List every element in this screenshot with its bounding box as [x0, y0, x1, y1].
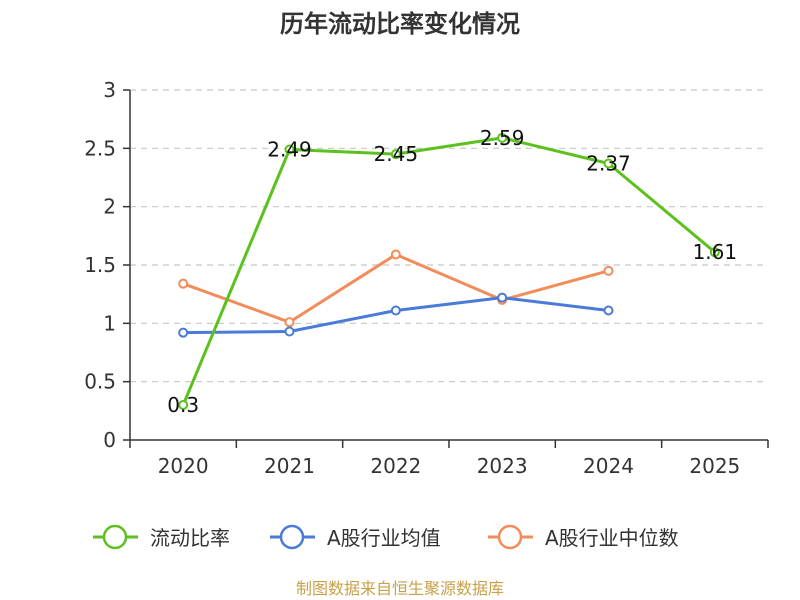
data-point	[284, 317, 295, 328]
legend-label: 流动比率	[150, 526, 230, 550]
data-point	[603, 265, 614, 276]
legend-label: A股行业中位数	[545, 526, 679, 550]
data-point	[178, 327, 189, 338]
y-tick-label: 0.5	[84, 370, 116, 394]
axes: 0 0.5 1 1.5 2 2.5 3 2020 2021 2022 2023 2024 2025	[84, 78, 769, 478]
x-tick-label: 2023	[477, 454, 528, 478]
x-tick-label: 2020	[158, 454, 209, 478]
data-point	[603, 158, 614, 169]
data-labels: 0.3 2.49 2.45 2.59 2.37 1.61	[167, 126, 737, 417]
data-point	[178, 400, 189, 410]
data-label: 2.49	[267, 138, 312, 162]
data-point	[603, 305, 614, 316]
data-label: 0.3	[167, 393, 199, 417]
y-tick-label: 0	[103, 428, 116, 452]
data-point	[178, 278, 189, 289]
x-tick-label: 2024	[583, 454, 634, 478]
series-line-0	[181, 136, 716, 406]
y-tick-label: 1.5	[84, 253, 116, 277]
chart-title: 历年流动比率变化情况	[280, 10, 520, 38]
data-point	[390, 305, 401, 316]
data-point	[497, 132, 508, 143]
legend: 流动比率 A股行业均值 A股行业中位数	[93, 524, 679, 550]
grid	[130, 89, 768, 383]
data-point	[497, 292, 508, 303]
y-tick-label: 3	[103, 78, 116, 102]
data-label: 1.61	[693, 240, 738, 264]
x-tick-label: 2025	[689, 454, 740, 478]
data-point	[390, 249, 401, 260]
data-label: 2.59	[480, 126, 525, 150]
legend-marker	[279, 524, 305, 550]
data-label: 2.45	[374, 142, 419, 166]
legend-label: A股行业均值	[327, 526, 441, 550]
data-point	[390, 149, 401, 160]
data-point	[284, 326, 295, 337]
series-group	[178, 132, 720, 410]
x-tick-label: 2022	[370, 454, 421, 478]
data-label: 2.37	[586, 152, 631, 176]
y-tick-label: 1	[103, 311, 116, 335]
data-point	[284, 144, 295, 155]
x-tick-label: 2021	[264, 454, 315, 478]
source-note: 制图数据来自恒生聚源数据库	[296, 579, 504, 598]
legend-marker	[497, 524, 523, 550]
y-tick-label: 2.5	[84, 136, 116, 160]
data-point	[709, 247, 720, 258]
y-tick-label: 2	[103, 195, 116, 219]
legend-marker	[102, 524, 128, 550]
